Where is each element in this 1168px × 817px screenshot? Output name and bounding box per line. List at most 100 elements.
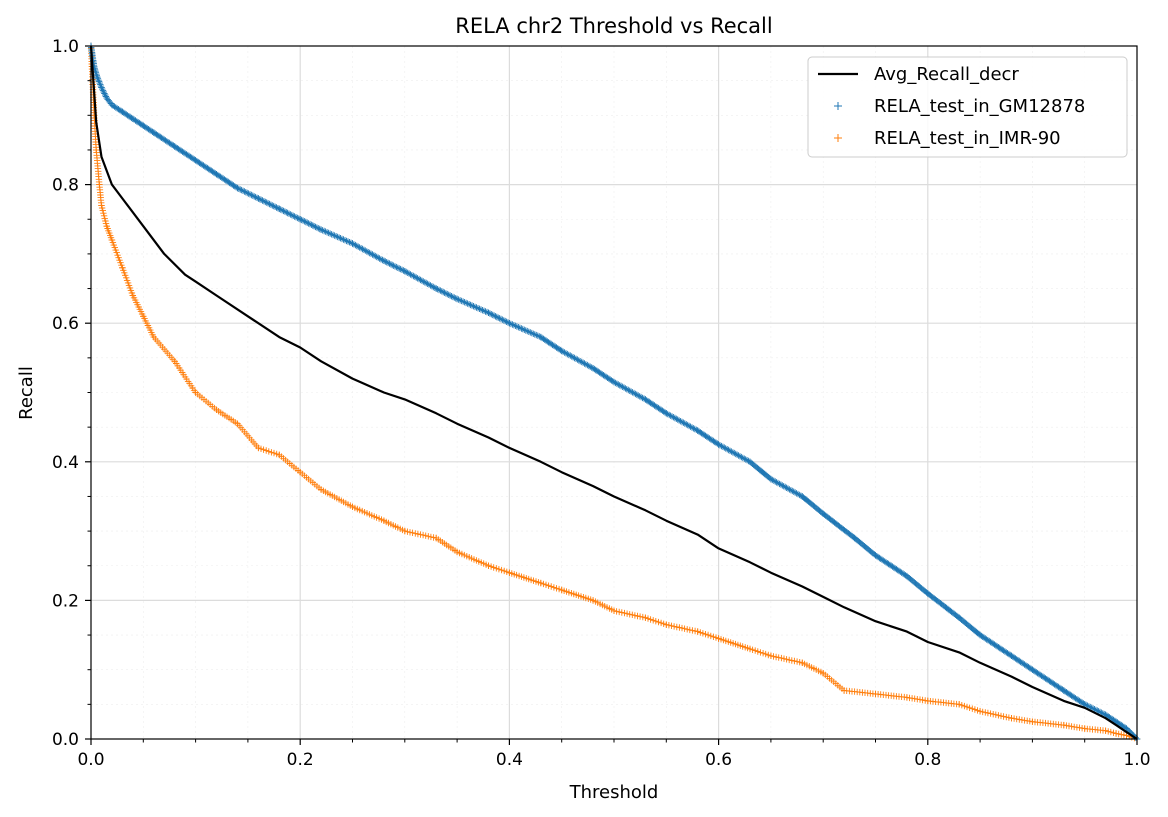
data-point bbox=[276, 451, 283, 459]
data-point bbox=[558, 586, 565, 594]
data-point bbox=[924, 697, 931, 705]
data-point bbox=[1102, 727, 1109, 734]
data-point bbox=[767, 652, 775, 660]
data-point bbox=[642, 396, 649, 403]
data-point bbox=[255, 195, 262, 202]
data-point bbox=[589, 597, 597, 604]
data-point bbox=[96, 181, 103, 188]
x-tick-label: 1.0 bbox=[1123, 750, 1150, 770]
data-point bbox=[1029, 666, 1036, 673]
data-point bbox=[1029, 718, 1036, 725]
data-point bbox=[1081, 701, 1088, 708]
data-point bbox=[171, 358, 178, 365]
data-point bbox=[349, 503, 356, 511]
data-point bbox=[276, 205, 283, 213]
data-point bbox=[610, 607, 618, 614]
data-point bbox=[297, 216, 304, 223]
data-point bbox=[98, 84, 105, 91]
data-point bbox=[694, 427, 701, 434]
legend-plus-marker bbox=[834, 134, 842, 142]
data-point bbox=[537, 333, 544, 341]
data-point bbox=[955, 701, 963, 708]
data-point bbox=[401, 527, 408, 535]
data-point bbox=[317, 486, 325, 493]
y-tick-label: 0.8 bbox=[52, 176, 79, 196]
data-point bbox=[872, 690, 879, 698]
series-line bbox=[89, 45, 1138, 740]
data-point bbox=[453, 295, 461, 303]
x-tick-label: 0.6 bbox=[705, 750, 732, 770]
data-point bbox=[93, 146, 100, 154]
x-tick-label: 0.2 bbox=[287, 750, 314, 770]
x-tick-labels: 0.0 0.2 0.4 0.6 0.8 1.0 bbox=[77, 750, 1150, 770]
data-point bbox=[976, 631, 984, 639]
data-point bbox=[506, 320, 513, 327]
data-point bbox=[108, 236, 116, 244]
series-rela-test-in-gm12878 bbox=[87, 42, 1141, 743]
data-point bbox=[94, 73, 101, 81]
data-point bbox=[234, 420, 241, 427]
data-point bbox=[119, 264, 126, 271]
data-point bbox=[1060, 687, 1067, 694]
data-point bbox=[349, 240, 356, 247]
y-tick-label: 0.4 bbox=[52, 453, 79, 473]
data-point bbox=[924, 590, 931, 597]
data-point bbox=[108, 101, 116, 109]
y-tick-label: 1.0 bbox=[52, 37, 79, 57]
data-point bbox=[663, 621, 670, 628]
data-point bbox=[255, 444, 262, 452]
legend-swatch-marker bbox=[834, 134, 842, 142]
data-point bbox=[192, 157, 199, 164]
data-point bbox=[694, 628, 701, 635]
data-point bbox=[767, 475, 775, 483]
x-tick-label: 0.4 bbox=[496, 750, 523, 770]
data-point bbox=[150, 333, 157, 341]
data-point bbox=[317, 226, 325, 233]
legend-box bbox=[807, 56, 1128, 158]
data-point bbox=[642, 614, 649, 621]
data-point bbox=[380, 257, 388, 265]
data-point bbox=[129, 115, 137, 122]
data-point bbox=[103, 222, 110, 230]
data-point bbox=[297, 468, 304, 476]
data-point bbox=[558, 347, 565, 355]
legend: Avg_Recall_decr RELA_test_in_GM12878 REL… bbox=[807, 56, 1128, 158]
data-point bbox=[485, 562, 492, 569]
series-avg-recall-decr bbox=[89, 45, 1138, 740]
data-point bbox=[1102, 711, 1109, 718]
data-point bbox=[103, 94, 110, 102]
x-axis-label: Threshold bbox=[569, 782, 659, 803]
y-axis-label: Recall bbox=[16, 366, 37, 420]
data-point bbox=[872, 552, 879, 559]
data-point bbox=[1008, 652, 1015, 660]
x-tick-label: 0.0 bbox=[77, 750, 104, 770]
data-point bbox=[746, 645, 754, 653]
legend-swatch-marker bbox=[834, 102, 842, 110]
legend-label-imr90: RELA_test_in_IMR-90 bbox=[874, 128, 1061, 149]
data-point bbox=[213, 406, 220, 414]
data-point bbox=[663, 410, 670, 417]
chart-title: RELA chr2 Threshold vs Recall bbox=[455, 14, 772, 38]
data-point bbox=[610, 378, 618, 386]
data-point bbox=[401, 268, 408, 275]
y-tick-label: 0.6 bbox=[52, 314, 79, 334]
data-point bbox=[432, 534, 440, 542]
data-point bbox=[1081, 725, 1088, 732]
data-point bbox=[820, 669, 827, 677]
data-point bbox=[1112, 730, 1120, 737]
data-point bbox=[799, 659, 806, 666]
data-point bbox=[903, 694, 911, 701]
legend-plus-marker bbox=[834, 102, 842, 110]
data-point bbox=[213, 171, 220, 178]
data-point bbox=[955, 614, 963, 621]
axis-ticks bbox=[85, 45, 1138, 745]
data-point bbox=[234, 184, 241, 192]
data-point bbox=[140, 122, 147, 129]
data-point bbox=[840, 687, 848, 694]
major-grid bbox=[91, 46, 1137, 739]
data-point bbox=[799, 493, 806, 500]
data-point bbox=[715, 635, 722, 642]
data-point bbox=[1060, 721, 1067, 729]
data-point bbox=[140, 313, 147, 320]
